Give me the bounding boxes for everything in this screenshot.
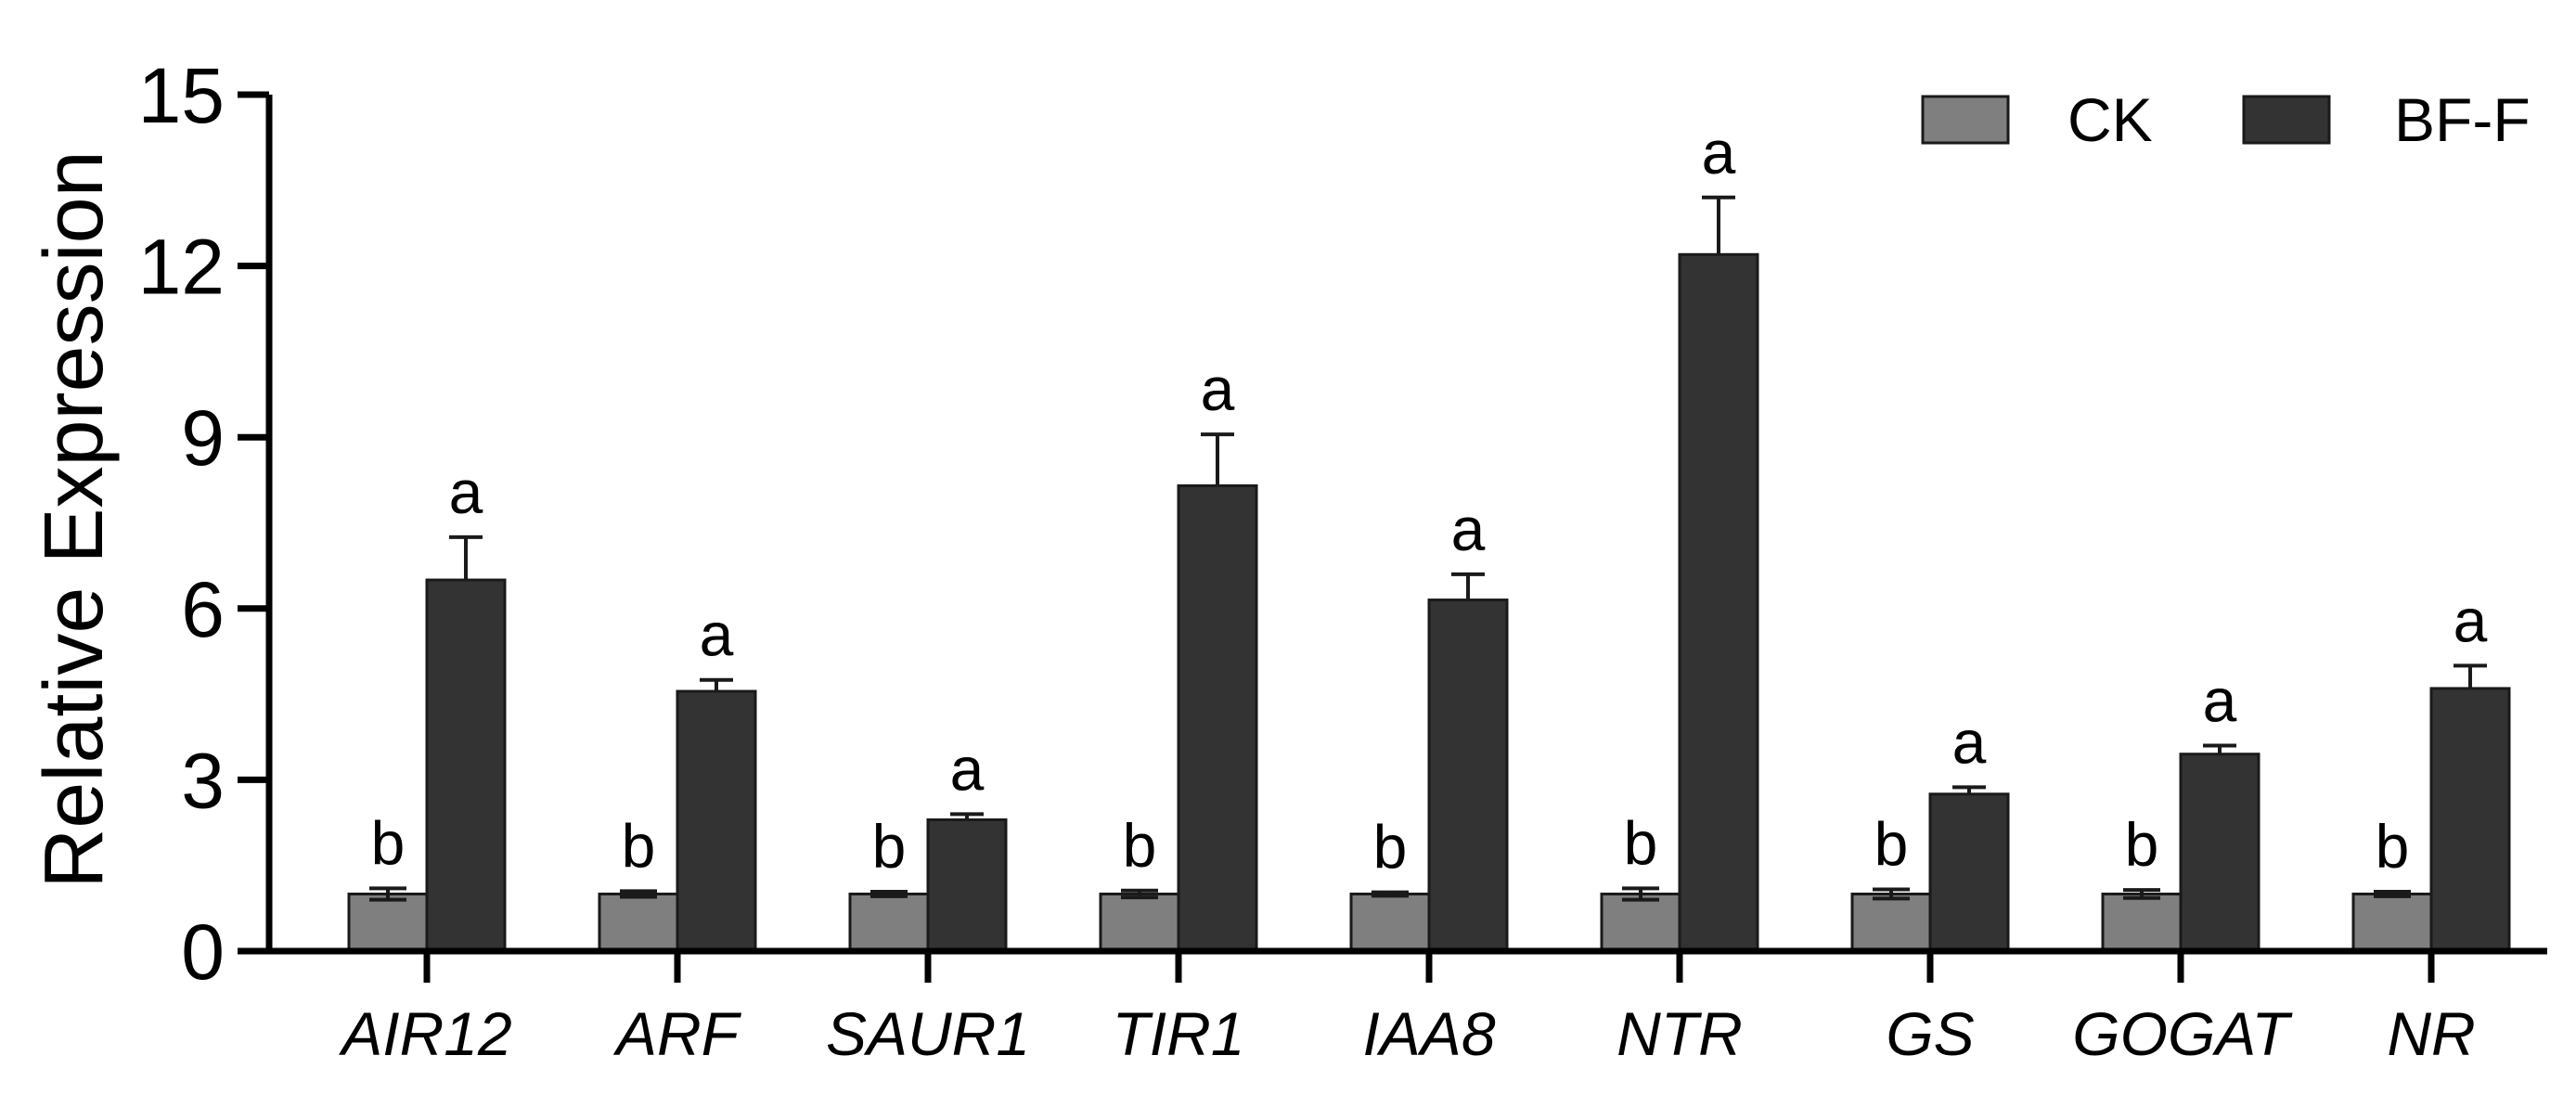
significance-label: a	[1451, 495, 1486, 563]
bar-ck-tir1	[1099, 892, 1180, 953]
error-bar	[2454, 663, 2487, 689]
error-bar	[1372, 890, 1409, 898]
error-bars-layer	[369, 195, 2487, 902]
error-bar	[620, 889, 657, 899]
bar-ck-gogat	[2101, 892, 2183, 953]
bar-bf-f-gogat	[2179, 753, 2260, 953]
significance-label: b	[622, 811, 656, 880]
x-tick-label: TIR1	[1112, 999, 1244, 1068]
error-bar	[369, 886, 406, 902]
bar-bf-f-air12	[425, 578, 507, 953]
significance-label: b	[1373, 813, 1408, 882]
y-tick-label: 0	[181, 908, 225, 996]
error-bar	[1702, 195, 1735, 255]
y-tick-label: 15	[138, 52, 225, 139]
x-ticks-layer: AIR12 ARF SAUR1 TIR1 IAA8 NTR GS GOGAT NR	[338, 951, 2476, 1068]
bar-bf-f-gs	[1928, 792, 2010, 953]
legend: CK BF-F	[1921, 85, 2531, 154]
bar-bf-f-arf	[676, 689, 757, 953]
bar-bf-f-tir1	[1177, 484, 1258, 953]
significance-label: b	[1624, 808, 1658, 877]
significance-label: a	[2203, 665, 2237, 734]
significance-label: a	[1952, 707, 1987, 776]
y-tick-label: 9	[181, 394, 225, 482]
significance-label: a	[950, 734, 985, 803]
error-bar	[1201, 432, 1234, 486]
x-tick-label: IAA8	[1362, 999, 1495, 1068]
y-tick-label: 6	[181, 566, 225, 653]
bar-ck-ntr	[1600, 892, 1681, 953]
y-tick-label: 3	[181, 737, 225, 824]
x-tick-label: AIR12	[338, 999, 511, 1068]
error-bar	[1952, 785, 1986, 794]
significance-label: b	[2125, 810, 2159, 879]
x-tick-label: NTR	[1616, 999, 1743, 1068]
significance-label: a	[1702, 118, 1736, 187]
significance-label: a	[1201, 354, 1235, 423]
bar-ck-saur1	[848, 892, 930, 953]
bar-ck-nr	[2351, 892, 2433, 953]
significance-label: a	[700, 600, 734, 669]
bar-bf-f-saur1	[926, 817, 1008, 953]
error-bar	[2374, 890, 2411, 898]
bar-ck-gs	[1850, 892, 1932, 953]
error-bar	[2123, 888, 2160, 900]
significance-label: a	[449, 457, 483, 526]
x-tick-label: SAUR1	[826, 999, 1030, 1068]
legend-label: BF-F	[2394, 85, 2531, 154]
significance-label: b	[2376, 812, 2410, 881]
bar-bf-f-nr	[2429, 687, 2511, 953]
error-bar	[2203, 743, 2236, 754]
significance-label: b	[371, 808, 406, 877]
error-bar	[1622, 886, 1659, 902]
error-bar	[700, 677, 733, 692]
error-bar	[449, 534, 483, 581]
significance-label: b	[1874, 810, 1909, 879]
legend-label: CK	[2067, 85, 2153, 154]
legend-swatch	[1921, 95, 2010, 145]
y-tick-label: 12	[138, 224, 225, 311]
bar-ck-iaa8	[1349, 892, 1431, 953]
y-axis-title: Relative Expression	[28, 150, 121, 888]
significance-label: b	[1123, 811, 1157, 880]
significance-label: b	[872, 812, 907, 881]
error-bar	[1873, 887, 1910, 901]
significance-label: a	[2454, 586, 2488, 654]
error-bar	[1451, 572, 1485, 600]
x-tick-label: ARF	[612, 999, 742, 1068]
error-bar	[1121, 888, 1158, 900]
bar-ck-air12	[347, 892, 429, 953]
x-tick-label: NR	[2387, 999, 2475, 1068]
bar-bf-f-iaa8	[1427, 599, 1509, 953]
error-bar	[870, 890, 908, 898]
legend-swatch	[2242, 95, 2331, 145]
error-bar	[950, 812, 984, 820]
bars-layer	[347, 252, 2511, 953]
y-ticks-layer: 0 3 6 9 12 15	[138, 52, 269, 996]
x-tick-label: GOGAT	[2072, 999, 2293, 1068]
bar-ck-arf	[598, 892, 679, 953]
bar-bf-f-ntr	[1678, 252, 1759, 953]
x-tick-label: GS	[1886, 999, 1974, 1068]
